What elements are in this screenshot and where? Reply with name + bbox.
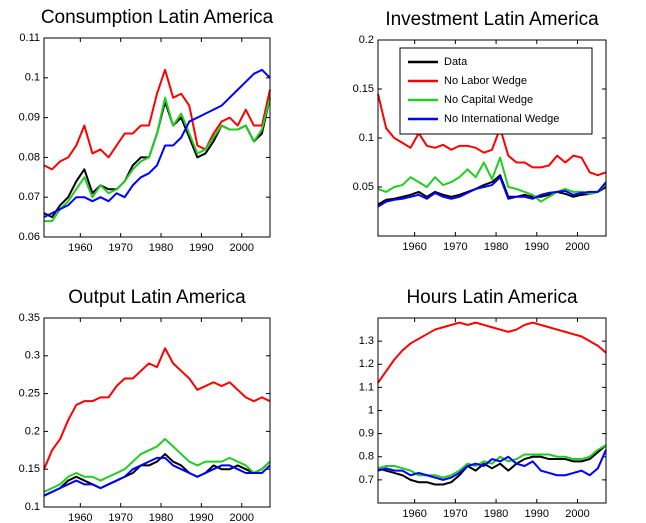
- y-tick-label: 0.1: [25, 72, 40, 84]
- y-tick-label: 0.3: [25, 350, 40, 362]
- x-tick-label: 2000: [565, 508, 589, 520]
- y-tick-label: 0.2: [359, 34, 374, 46]
- plot-frame: [43, 37, 271, 238]
- y-tick-label: 1.1: [359, 381, 374, 393]
- x-tick-label: 1960: [402, 508, 426, 520]
- x-tick-label: 1980: [149, 242, 173, 254]
- x-tick-label: 1990: [189, 512, 213, 523]
- y-tick-label: 0.25: [19, 388, 40, 400]
- x-tick-label: 2000: [230, 512, 254, 523]
- series-line: [377, 176, 607, 208]
- series-line: [43, 68, 271, 171]
- y-tick-label: 0.11: [19, 32, 40, 44]
- y-tick-label: 0.7: [359, 474, 374, 486]
- y-tick-label: 0.07: [19, 191, 40, 203]
- y-tick-label: 1.2: [359, 358, 374, 370]
- series-line: [43, 97, 271, 219]
- y-tick-label: 0.06: [19, 231, 40, 243]
- series-line: [43, 437, 271, 493]
- x-tick-label: 1970: [443, 241, 467, 253]
- x-tick-label: 1960: [68, 512, 92, 523]
- y-tick-label: 0.9: [359, 428, 374, 440]
- series-line: [377, 449, 607, 481]
- y-tick-label: 0.05: [353, 181, 374, 193]
- x-tick-label: 1980: [484, 508, 508, 520]
- y-tick-label: 1.3: [359, 335, 374, 347]
- y-tick-label: 0.15: [353, 83, 374, 95]
- series-line: [44, 96, 271, 223]
- x-tick-label: 1980: [484, 241, 508, 253]
- x-tick-label: 1970: [443, 508, 467, 520]
- series-line: [377, 321, 607, 384]
- plot-frame: [377, 317, 607, 504]
- series-line: [377, 444, 607, 486]
- chart-title: Hours Latin America: [406, 287, 578, 308]
- series-line: [43, 347, 271, 470]
- legend-label: No International Wedge: [444, 113, 559, 125]
- y-tick-label: 0.15: [19, 463, 40, 475]
- x-tick-label: 1970: [108, 512, 132, 523]
- y-tick-label: 1: [368, 404, 374, 416]
- y-tick-label: 0.08: [19, 151, 40, 163]
- plot-frame: [377, 39, 607, 237]
- chart-title: Output Latin America: [68, 287, 246, 308]
- series-line: [43, 453, 271, 497]
- x-tick-label: 2000: [230, 242, 254, 254]
- x-tick-label: 1960: [68, 242, 92, 254]
- y-tick-label: 0.8: [359, 451, 374, 463]
- series-line: [377, 156, 607, 203]
- legend-label: No Capital Wedge: [444, 94, 533, 106]
- y-tick-label: 0.1: [359, 132, 374, 144]
- y-tick-label: 0.35: [19, 312, 40, 324]
- series-line: [377, 174, 607, 206]
- x-tick-label: 1970: [108, 242, 132, 254]
- series-line: [43, 456, 271, 497]
- x-tick-label: 1990: [189, 242, 213, 254]
- legend-label: Data: [444, 56, 468, 68]
- chart-title: Investment Latin America: [385, 9, 599, 30]
- x-tick-label: 1980: [149, 512, 173, 523]
- y-tick-label: 0.2: [25, 425, 40, 437]
- x-tick-label: 1990: [525, 241, 549, 253]
- y-tick-label: 0.09: [19, 112, 40, 124]
- x-tick-label: 2000: [565, 241, 589, 253]
- x-tick-label: 1960: [402, 241, 426, 253]
- chart-title: Consumption Latin America: [41, 7, 274, 28]
- legend-label: No Labor Wedge: [444, 75, 527, 87]
- series-line: [43, 68, 271, 218]
- y-tick-label: 0.1: [25, 501, 40, 513]
- series-line: [377, 93, 607, 177]
- plot-frame: [43, 317, 271, 508]
- x-tick-label: 1990: [525, 508, 549, 520]
